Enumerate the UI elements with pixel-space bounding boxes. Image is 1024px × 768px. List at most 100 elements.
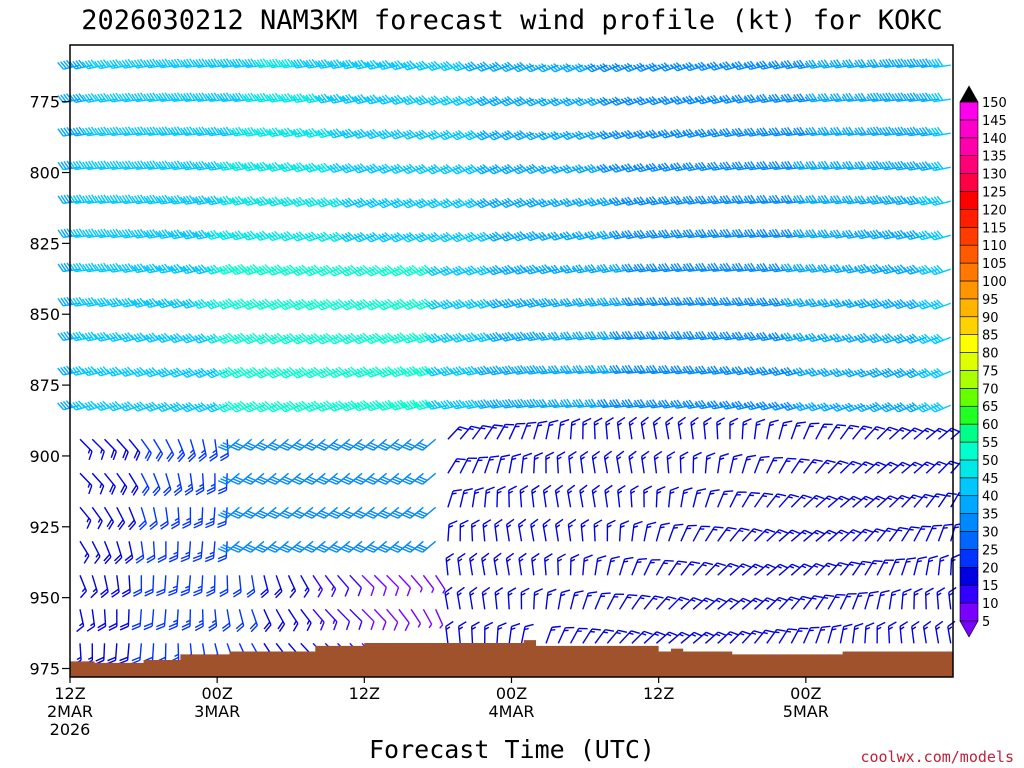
colorbar-label: 60 [982,418,999,433]
colorbar-swatch [959,584,979,604]
wind-barb [131,228,154,239]
wind-barb [414,472,437,485]
wind-barb [445,620,454,644]
wind-barb [731,161,755,171]
wind-barb [375,128,400,140]
wind-barb [302,196,326,208]
wind-barb [633,129,657,139]
wind-barb [780,297,804,307]
wind-barb [494,518,503,542]
wind-barb [131,609,143,631]
y-tick-label: 900 [29,447,60,466]
colorbar: 5 10 15 20 25 30 35 40 45 50 55 60 65 70 75 80 85 90 95 100… [959,85,1007,638]
wind-barb [778,420,793,440]
wind-barb [854,92,878,102]
wind-barb [768,297,792,307]
wind-barb [93,400,118,412]
wind-barb [469,552,478,576]
wind-barb [864,461,887,474]
wind-barb [899,621,909,644]
colorbar-top-arrow [959,85,979,103]
wind-barb [901,427,923,440]
wind-barb [496,622,507,644]
wind-barb [93,366,117,377]
wind-barb [657,95,682,106]
wind-barb [815,459,836,474]
wind-barb [554,518,564,542]
wind-barb [866,298,890,309]
wind-barb [646,296,669,307]
wind-barb [655,559,674,576]
wind-barb [192,541,204,563]
wind-barb [461,265,485,276]
wind-barb [839,460,862,474]
wind-barb [170,507,180,530]
wind-barb [511,331,534,342]
wind-barb [618,556,634,576]
wind-barb [617,484,626,508]
wind-barb [569,627,588,644]
wind-barb [206,473,216,495]
colorbar-swatch [959,119,979,139]
x-tick-label: 2026 [50,720,91,739]
wind-barb [756,401,780,411]
wind-barb [414,506,437,519]
wind-barb [187,439,197,463]
wind-barb [766,457,784,474]
wind-barb [412,365,436,377]
wind-barb [817,298,841,308]
wind-barb [81,400,105,411]
wind-barb [484,455,500,474]
wind-barb [106,366,130,377]
wind-barb [927,333,951,345]
wind-barb [901,461,924,474]
wind-barb [198,439,207,463]
wind-barb [398,574,412,597]
wind-barb [194,609,204,632]
wind-barb [469,586,478,610]
colorbar-label: 85 [982,329,999,344]
wind-barb [741,597,764,610]
wind-barb [864,426,886,440]
wind-barb [717,597,740,610]
wind-barb [901,557,917,576]
wind-barb [566,484,576,508]
wind-barb [57,160,81,171]
wind-barb [695,228,718,239]
wind-barb [743,400,767,411]
wind-barb [93,331,117,342]
wind-barb [593,417,603,440]
wind-barb [130,297,154,308]
wind-barb [732,297,755,307]
wind-barb [827,460,849,474]
colorbar-swatch [959,226,979,246]
wind-barb [474,298,498,309]
wind-barb [707,262,731,272]
wind-barb [842,160,865,171]
colorbar-label: 80 [982,347,999,362]
colorbar-swatch [959,262,979,282]
wind-barb [204,541,216,563]
wind-barb [241,195,265,207]
wind-barb [754,597,776,610]
wind-barb [142,367,167,378]
wind-barb [69,365,93,376]
wind-barb [118,263,142,273]
wind-barb [547,197,571,208]
colorbar-label: 65 [982,400,999,415]
wind-barb [326,128,350,139]
wind-barb [302,127,326,138]
wind-barb [91,472,105,495]
wind-barb [851,622,864,644]
colorbar-label: 20 [982,561,999,576]
wind-barb [790,458,810,474]
wind-barb [57,194,81,205]
wind-barb [263,609,272,633]
wind-barb [927,367,952,379]
wind-barb [290,58,314,69]
wind-barb [457,552,466,576]
wind-barb [640,450,650,474]
wind-barb [891,229,915,240]
wind-barb [459,425,480,440]
wind-barb [766,493,787,508]
